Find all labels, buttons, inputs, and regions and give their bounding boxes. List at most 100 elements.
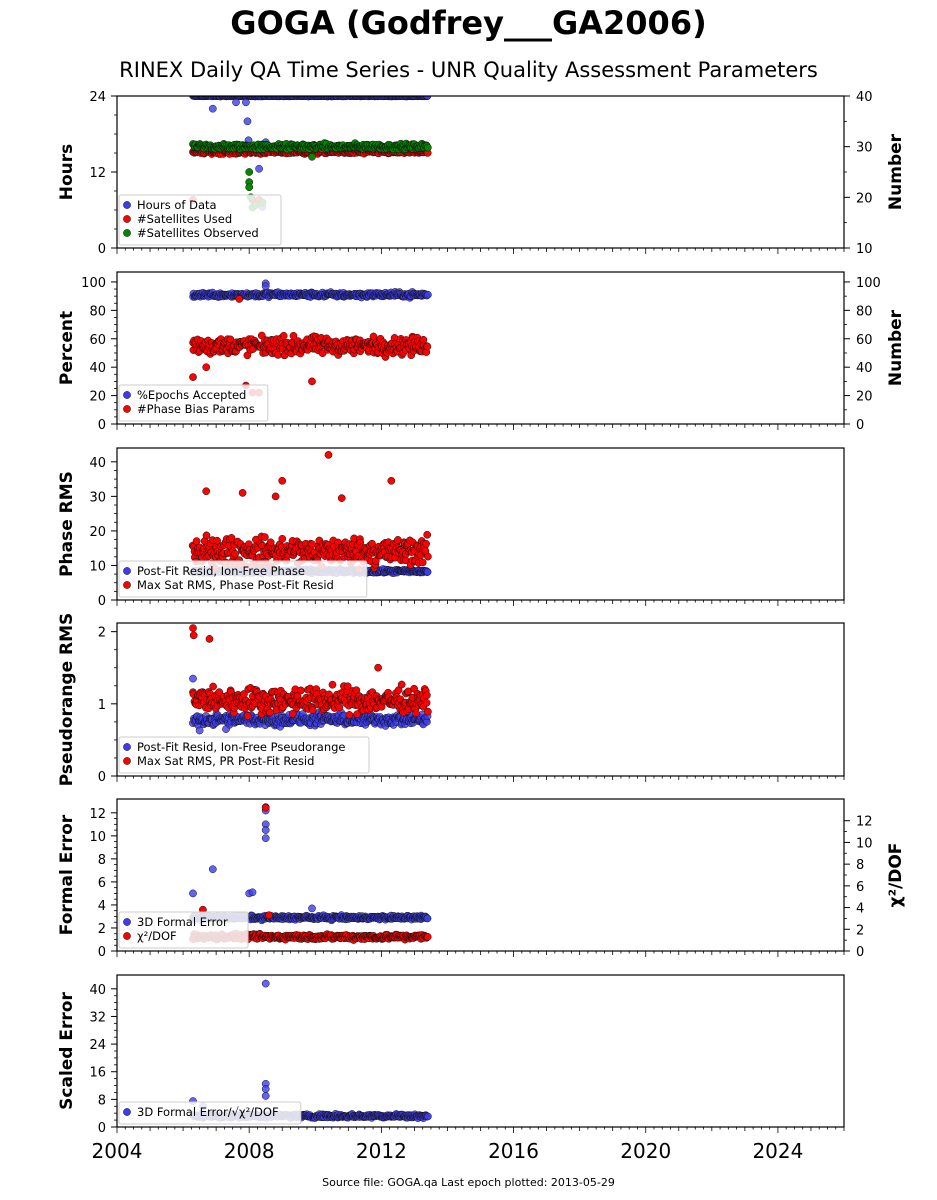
data-point-red — [209, 682, 217, 691]
legend-entry: #Phase Bias Params — [137, 402, 255, 416]
data-point-outlier — [243, 117, 252, 126]
data-point-red — [368, 539, 376, 548]
data-point-outlier — [202, 487, 211, 496]
data-point-red — [369, 332, 378, 341]
panel-2: 0 20 40 60 80 100 Percent 0 20 40 60 80 100 Number %Ep… — [57, 271, 906, 433]
y-axis-label: Scaled Error — [57, 992, 77, 1110]
data-point-outlier — [261, 282, 270, 291]
data-point-red — [424, 552, 432, 561]
y-axis-label: Formal Error — [57, 814, 77, 935]
data-point-red — [328, 680, 337, 689]
data-point-red — [424, 707, 432, 716]
data-point-red — [279, 331, 288, 340]
data-point-outlier — [245, 168, 254, 176]
x-tick-label: 2004 — [92, 1139, 143, 1163]
y-tick-label: 0 — [98, 418, 106, 433]
legend-marker — [123, 1108, 131, 1116]
data-point-red — [289, 331, 298, 340]
y-tick-label: 0 — [98, 1121, 106, 1136]
y-right-tick-label: 10 — [856, 836, 873, 851]
data-point-outlier — [208, 865, 217, 874]
y-right-tick-label: 0 — [856, 418, 864, 433]
y-tick-label: 32 — [89, 1010, 106, 1025]
legend-marker — [123, 215, 131, 223]
y-tick-label: 0 — [98, 594, 106, 609]
data-point-outlier — [271, 492, 280, 501]
data-point-red — [278, 534, 287, 543]
panel-3: 0 10 20 30 40 Phase RMS Post-Fit Resid, Ion-Fr… — [57, 447, 845, 609]
data-point-red — [274, 351, 282, 359]
y-right-axis-label: Number — [886, 309, 906, 386]
y-tick-label: 8 — [98, 853, 106, 868]
data-point-red — [343, 682, 352, 691]
legend: %Epochs Accepted#Phase Bias Params — [118, 384, 269, 422]
data-point-outlier — [374, 663, 382, 672]
data-point-outlier — [261, 1085, 270, 1093]
y-tick-label: 60 — [89, 333, 106, 348]
y-tick-label: 0 — [98, 945, 106, 960]
data-point-red — [266, 708, 274, 717]
data-point-outlier — [308, 377, 316, 386]
y-tick-label: 16 — [89, 1066, 106, 1081]
data-point-outlier — [222, 725, 230, 733]
y-tick-label: 40 — [89, 361, 106, 376]
legend: Hours of Data#Satellites Used#Satellites… — [118, 194, 282, 246]
y-right-tick-label: 60 — [856, 333, 873, 348]
y-tick-label: 20 — [89, 390, 106, 405]
y-tick-label: 30 — [89, 490, 106, 505]
legend-box — [118, 736, 370, 774]
y-right-axis-label: Number — [886, 133, 906, 210]
y-tick-label: 12 — [89, 166, 106, 181]
data-point-red — [422, 698, 431, 707]
data-point-outlier — [232, 98, 240, 107]
data-point-outlier — [255, 164, 263, 173]
data-point-red — [423, 530, 432, 539]
data-point-red — [213, 536, 221, 545]
y-tick-label: 8 — [98, 1093, 106, 1108]
data-point-red — [418, 558, 427, 567]
y-right-tick-label: 80 — [856, 304, 873, 319]
data-point-outlier — [245, 183, 254, 192]
data-point-red — [231, 550, 239, 558]
data-point-outlier — [238, 489, 247, 497]
y-right-axis-label: χ²/DOF — [886, 843, 906, 908]
y-right-tick-label: 40 — [856, 90, 873, 105]
data-point-red — [335, 703, 344, 712]
data-point-blue — [423, 914, 432, 923]
legend-marker — [123, 567, 131, 575]
data-point-outlier — [189, 889, 197, 898]
panel-6: 2004 2008 2012 2016 2020 2024 0 8 16 24 32 40 Scaled… — [57, 974, 845, 1163]
data-point-outlier — [324, 451, 333, 459]
data-point-outlier — [195, 726, 204, 735]
legend-marker — [123, 743, 131, 751]
data-point-red — [423, 932, 432, 941]
panel-3-data — [188, 451, 432, 578]
data-point-red — [412, 709, 420, 718]
legend-box — [118, 560, 368, 598]
data-point-outlier — [337, 494, 346, 502]
legend-entry: #Satellites Used — [137, 212, 232, 226]
legend-marker — [123, 391, 131, 399]
data-point-outlier — [208, 104, 217, 113]
y-right-tick-label: 100 — [856, 276, 881, 291]
legend-box — [118, 384, 269, 422]
panel-6-data — [188, 979, 432, 1122]
data-point-red — [227, 534, 236, 542]
data-point-outlier — [189, 624, 197, 632]
data-point-red — [397, 680, 406, 689]
panel-2-data — [189, 279, 432, 397]
y-right-tick-label: 6 — [856, 880, 864, 895]
data-point-blue — [424, 1112, 432, 1121]
y-axis-label: Phase RMS — [57, 471, 77, 577]
source-footer: Source file: GOGA.qa Last epoch plotted:… — [322, 1176, 615, 1189]
data-point-red — [390, 334, 399, 342]
legend-box — [118, 1101, 302, 1125]
y-right-tick-label: 10 — [856, 242, 873, 257]
y-right-tick-label: 0 — [856, 945, 864, 960]
y-right-tick-label: 20 — [856, 390, 873, 405]
legend-entry: Max Sat RMS, Phase Post-Fit Resid — [137, 578, 334, 592]
panel-4: 0 1 2 Pseudorange RMS Post-Fit Resid, Ion-Fr… — [57, 613, 845, 786]
